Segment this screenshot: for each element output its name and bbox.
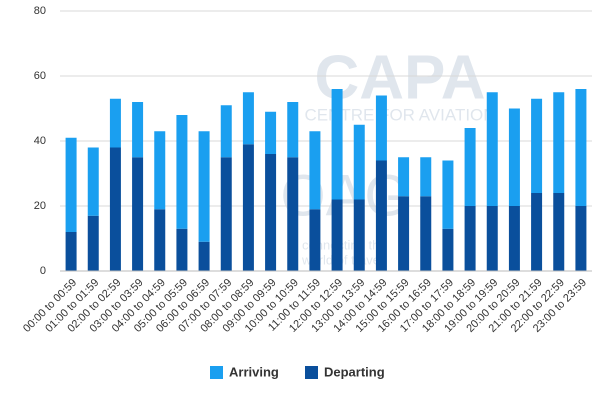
bar-segment bbox=[508, 206, 520, 271]
bar-segment bbox=[442, 160, 454, 229]
bar-segment bbox=[220, 105, 232, 158]
bar-segment bbox=[398, 157, 410, 197]
bar-segment bbox=[198, 131, 210, 242]
legend-label: Arriving bbox=[229, 364, 279, 379]
bar-segment bbox=[87, 215, 99, 271]
bar-segment bbox=[154, 131, 166, 210]
bar-segment bbox=[132, 102, 144, 158]
y-tick-label: 20 bbox=[34, 200, 46, 212]
bar-segment bbox=[353, 124, 365, 200]
bar-segment bbox=[575, 89, 587, 206]
y-tick-label: 60 bbox=[34, 70, 46, 82]
bar-segment bbox=[220, 157, 232, 271]
bar-segment bbox=[553, 193, 565, 271]
legend-swatch bbox=[210, 366, 223, 379]
bar-segment bbox=[309, 209, 321, 271]
bar-segment bbox=[486, 92, 498, 206]
bar-segment bbox=[531, 98, 543, 193]
legend-label: Departing bbox=[324, 364, 385, 379]
bar-segment bbox=[242, 92, 254, 145]
bar-segment bbox=[87, 147, 99, 216]
bar-segment bbox=[508, 108, 520, 206]
bar-segment bbox=[464, 206, 476, 271]
y-tick-label: 80 bbox=[34, 5, 46, 17]
bar-segment bbox=[398, 196, 410, 271]
bar-segment bbox=[198, 241, 210, 271]
bar-segment bbox=[553, 92, 565, 193]
bar-segment bbox=[176, 115, 188, 229]
watermark: OAG bbox=[281, 163, 410, 228]
bar-segment bbox=[575, 206, 587, 271]
bar-segment bbox=[420, 157, 432, 197]
bar-segment bbox=[464, 128, 476, 206]
bar-segment bbox=[486, 206, 498, 271]
bar-segment bbox=[265, 111, 277, 154]
bar-segment bbox=[242, 144, 254, 271]
bar-segment bbox=[154, 209, 166, 271]
bar-segment bbox=[531, 193, 543, 271]
bar-segment bbox=[65, 232, 77, 271]
y-tick-label: 40 bbox=[34, 135, 46, 147]
bar-segment bbox=[265, 154, 277, 271]
bar-segment bbox=[287, 157, 299, 271]
bar-segment bbox=[287, 102, 299, 158]
bar-segment bbox=[109, 98, 121, 148]
bar-segment bbox=[331, 199, 343, 271]
bar-segment bbox=[309, 131, 321, 210]
bar-segment bbox=[65, 137, 77, 232]
bar-segment bbox=[442, 228, 454, 271]
bar-segment bbox=[109, 147, 121, 271]
watermark: CAPA bbox=[314, 43, 485, 112]
bar-segment bbox=[375, 160, 387, 271]
watermark: connecting the bbox=[302, 237, 387, 252]
bar-segment bbox=[176, 228, 188, 271]
bar-segment bbox=[420, 196, 432, 271]
bar-segment bbox=[331, 89, 343, 200]
bar-segment bbox=[375, 95, 387, 161]
bar-segment bbox=[132, 157, 144, 271]
legend-swatch bbox=[305, 366, 318, 379]
bar-segment bbox=[353, 199, 365, 271]
y-tick-label: 0 bbox=[40, 265, 46, 277]
watermark: CENTRE FOR AVIATION bbox=[304, 105, 495, 124]
